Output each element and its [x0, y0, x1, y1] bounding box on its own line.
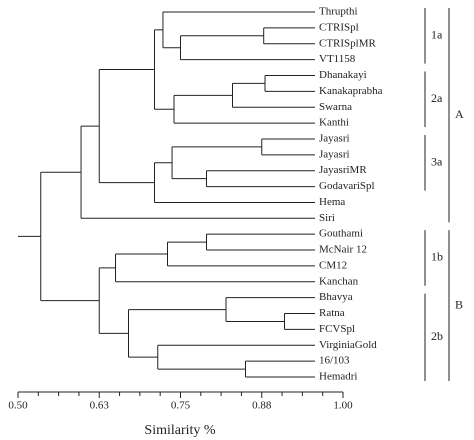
- group-label: 1b: [431, 250, 443, 264]
- x-tick-label: 0.88: [252, 400, 272, 412]
- group-label: 2a: [431, 91, 443, 105]
- leaf-label: Dhanakayi: [319, 69, 367, 81]
- leaf-label: JayasriMR: [319, 164, 367, 176]
- group-label: A: [455, 107, 464, 121]
- x-tick-label: 0.50: [8, 400, 28, 412]
- group-label: 2b: [431, 329, 443, 343]
- leaf-label: Kanchan: [319, 275, 359, 287]
- leaf-label: Thrupthi: [319, 6, 358, 18]
- leaf-label: Kanthi: [319, 117, 349, 129]
- leaf-label: Siri: [319, 212, 335, 224]
- x-tick-label: 0.63: [90, 400, 110, 412]
- leaf-label: Jayasri: [319, 132, 350, 144]
- leaf-label: Gouthami: [319, 228, 363, 240]
- leaf-label: CTRISpl: [319, 21, 359, 33]
- leaf-label: CTRISplMR: [319, 37, 377, 49]
- leaf-label: Swarna: [319, 101, 352, 113]
- leaf-label: McNair 12: [319, 244, 367, 256]
- leaf-label: 16/103: [319, 355, 350, 367]
- leaf-label: CM12: [319, 259, 347, 271]
- leaf-label: Jayasri: [319, 148, 350, 160]
- leaf-label: Hema: [319, 196, 345, 208]
- leaf-label: Hemadri: [319, 371, 357, 383]
- group-label: 1a: [431, 28, 443, 42]
- leaf-label: Ratna: [319, 307, 345, 319]
- leaf-label: FCVSpl: [319, 323, 355, 335]
- x-axis-label: Similarity %: [144, 423, 216, 438]
- leaf-label: Kanakaprabha: [319, 85, 383, 97]
- x-tick-label: 0.75: [171, 400, 191, 412]
- leaf-label: Bhavya: [319, 291, 353, 303]
- group-label: 3a: [431, 155, 443, 169]
- leaf-label: VirginiaGold: [319, 339, 377, 351]
- group-label: B: [455, 297, 463, 311]
- leaf-label: GodavariSpl: [319, 180, 375, 192]
- leaf-label: VT1158: [319, 53, 356, 65]
- x-tick-label: 1.00: [333, 400, 353, 412]
